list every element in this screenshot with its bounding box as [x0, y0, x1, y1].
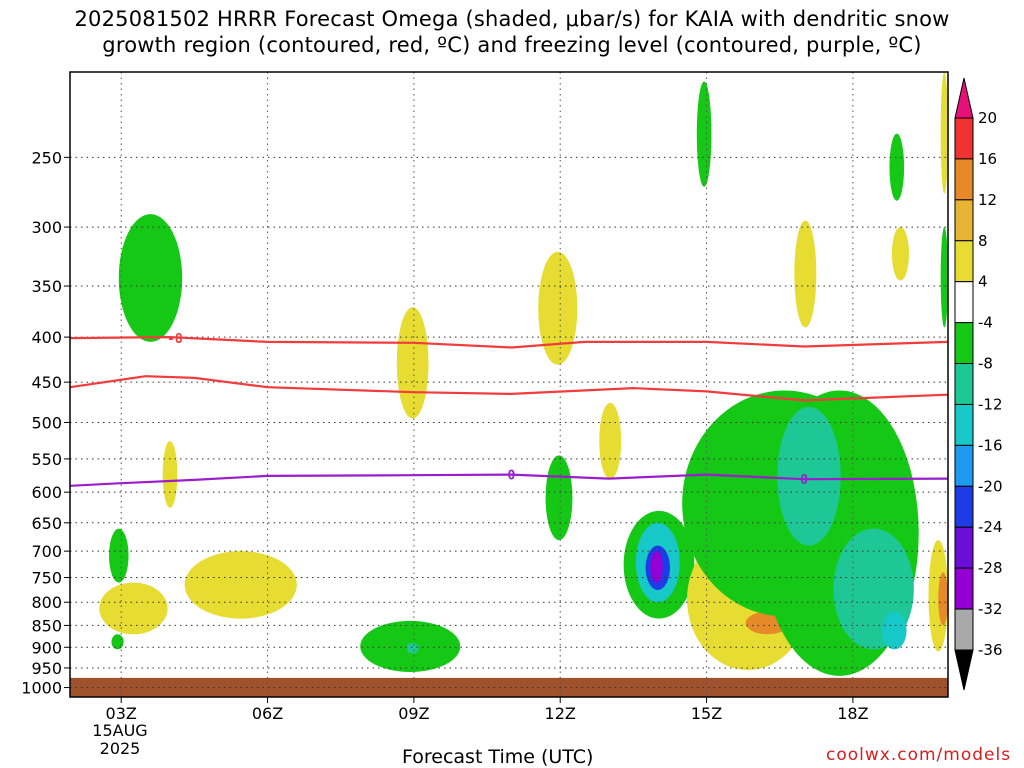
- omega-region-7: [406, 642, 419, 654]
- omega-region-22: [882, 611, 907, 650]
- colorbar-label-12: -32: [978, 600, 1003, 618]
- y-axis-ticks: 250 300 350 400 450 500 550 600 650 700 750 800 850 9…: [21, 148, 70, 698]
- x-tick-label-3: 12Z: [545, 704, 576, 723]
- colorbar-box-7: [954, 403, 974, 446]
- colorbar-box-1: [954, 158, 974, 201]
- colorbar-label-2: 12: [978, 191, 997, 209]
- y-tick-label-800: 800: [31, 593, 62, 612]
- colorbar-label-0: 20: [978, 109, 997, 127]
- colorbar-box-8: [954, 444, 974, 487]
- contour-label-0: -8: [167, 332, 183, 347]
- colorbar-box-11: [954, 567, 974, 610]
- ground-fill: [70, 677, 948, 697]
- y-tick-label-900: 900: [31, 638, 62, 657]
- y-tick-label-700: 700: [31, 542, 62, 561]
- omega-region-24: [889, 133, 905, 201]
- colorbar-label-4: 4: [978, 273, 988, 291]
- colorbar-box-10: [954, 526, 974, 569]
- omega-region-9: [538, 251, 578, 365]
- colorbar-box-0: [954, 117, 974, 160]
- colorbar-label-5: -4: [978, 314, 993, 332]
- omega-region-26: [794, 220, 817, 328]
- omega-region-25: [891, 227, 909, 281]
- colorbar-box-6: [954, 363, 974, 405]
- omega-region-15: [650, 551, 663, 583]
- omega-region-5: [184, 551, 297, 619]
- chart-title-line2: growth region (contoured, red, ºC) and f…: [102, 33, 922, 57]
- x-tick-label-4: 15Z: [691, 704, 722, 723]
- contour-line-2: [70, 473, 948, 487]
- chart-title-line1: 2025081502 HRRR Forecast Omega (shaded, …: [74, 7, 950, 31]
- omega-shading: [99, 72, 948, 676]
- colorbar-label-13: -36: [978, 641, 1003, 659]
- y-tick-label-650: 650: [31, 514, 62, 533]
- y-tick-label-350: 350: [31, 277, 62, 296]
- colorbar-label-8: -16: [978, 436, 1003, 454]
- y-tick-label-400: 400: [31, 328, 62, 347]
- colorbar-label-6: -8: [978, 355, 993, 373]
- x-axis-label: Forecast Time (UTC): [402, 746, 594, 768]
- omega-region-0: [118, 214, 183, 342]
- x-tick-label-0: 03Z: [106, 704, 137, 723]
- contour-label-2: 0: [800, 473, 808, 488]
- date-label-day: 15AUG: [92, 721, 148, 740]
- colorbar-label-1: 16: [978, 150, 997, 168]
- contour-label-1: 0: [508, 469, 516, 484]
- x-tick-label-2: 09Z: [398, 704, 429, 723]
- credit-link[interactable]: coolwx.com/models: [826, 745, 1012, 765]
- date-label: 15AUG 2025: [88, 722, 152, 758]
- omega-region-2: [111, 634, 124, 650]
- omega-region-27: [940, 72, 948, 194]
- y-tick-label-600: 600: [31, 483, 62, 502]
- colorbar-box-4: [954, 281, 974, 324]
- y-tick-label-500: 500: [31, 413, 62, 432]
- contour-lines: [70, 335, 948, 487]
- omega-region-10: [545, 455, 573, 541]
- colorbar-box-9: [954, 485, 974, 528]
- colorbar-label-10: -24: [978, 518, 1003, 536]
- colorbar: 20 16 12 8 4 -4 -8 -12 -16 -20 -24 -28 -32 -36: [954, 77, 1003, 691]
- y-tick-label-450: 450: [31, 373, 62, 392]
- y-tick-label-750: 750: [31, 569, 62, 588]
- colorbar-label-11: -28: [978, 559, 1003, 577]
- x-tick-label-5: 18Z: [837, 704, 868, 723]
- colorbar-label-3: 8: [978, 232, 988, 250]
- chart-title: 2025081502 HRRR Forecast Omega (shaded, …: [0, 6, 1024, 58]
- omega-region-23: [696, 81, 712, 187]
- date-label-year: 2025: [99, 739, 141, 758]
- colorbar-label-7: -12: [978, 395, 1003, 413]
- omega-region-30: [938, 572, 948, 626]
- x-tick-label-1: 06Z: [252, 704, 283, 723]
- y-tick-label-950: 950: [31, 659, 62, 678]
- plot-frame: [69, 71, 949, 698]
- omega-region-28: [940, 227, 948, 328]
- omega-region-20: [777, 406, 841, 546]
- colorbar-top-arrow: [954, 77, 974, 119]
- colorbar-box-5: [954, 322, 974, 365]
- colorbar-box-2: [954, 199, 974, 242]
- contour-line-1: [70, 375, 948, 402]
- contour-line-0: [70, 335, 948, 349]
- omega-region-1: [109, 528, 129, 583]
- colorbar-bottom-arrow: [954, 649, 974, 691]
- colorbar-box-3: [954, 240, 974, 283]
- y-tick-label-550: 550: [31, 450, 62, 469]
- omega-region-4: [99, 582, 168, 635]
- x-axis-ticks: 03Z 06Z 09Z 12Z 15Z 18Z: [106, 697, 869, 723]
- colorbar-box-12: [954, 608, 974, 651]
- grid-lines: [70, 72, 948, 697]
- colorbar-label-9: -20: [978, 477, 1003, 495]
- y-tick-label-1000: 1000: [21, 679, 62, 698]
- omega-region-11: [599, 402, 622, 480]
- omega-region-3: [162, 441, 178, 508]
- y-tick-label-850: 850: [31, 616, 62, 635]
- y-tick-label-300: 300: [31, 218, 62, 237]
- omega-region-8: [396, 307, 429, 419]
- y-tick-label-250: 250: [31, 148, 62, 167]
